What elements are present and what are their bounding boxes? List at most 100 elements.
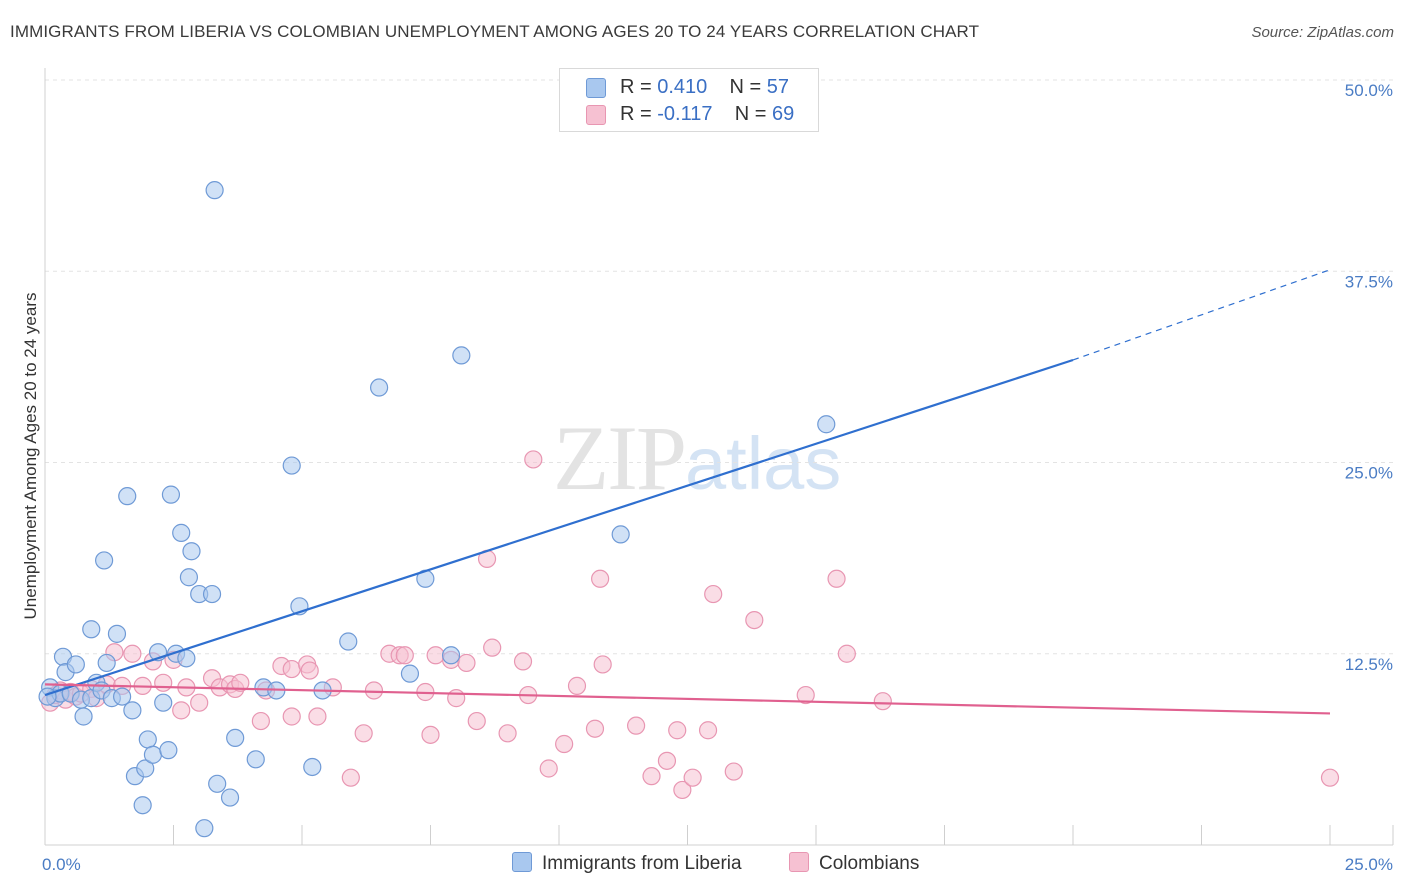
bottom-legend-swatch-colombian <box>789 852 809 872</box>
colombian-point <box>483 638 502 657</box>
liberia-point <box>107 624 127 643</box>
liberia-point <box>177 649 196 668</box>
y-tick-label: 50.0% <box>1345 81 1393 100</box>
liberia-point <box>817 415 836 434</box>
liberia-point <box>133 796 152 815</box>
liberia-point <box>611 525 630 544</box>
liberia-point <box>179 568 199 587</box>
liberia-point <box>282 456 301 475</box>
y-tick-label: 37.5% <box>1345 272 1393 291</box>
colombian-point <box>467 711 486 731</box>
colombian-point <box>657 751 677 770</box>
bottom-legend-colombian: Colombians <box>789 852 919 875</box>
colombian-point <box>341 768 360 787</box>
colombian-point <box>457 653 476 673</box>
colombian-point <box>555 734 574 754</box>
colombian-point <box>154 673 173 692</box>
liberia-point <box>208 774 227 793</box>
x-tick-label-end: 25.0% <box>1345 855 1393 874</box>
liberia-point <box>400 664 420 683</box>
liberia-point <box>202 584 222 604</box>
liberia-point <box>205 181 224 200</box>
colombian-point <box>539 759 558 778</box>
colombian-point <box>123 644 142 663</box>
colombian-point <box>567 676 587 695</box>
liberia-point <box>220 788 240 807</box>
liberia-point <box>246 750 265 769</box>
liberia-point <box>226 728 245 748</box>
liberia-point <box>38 687 57 706</box>
liberia-point <box>143 745 163 764</box>
liberia-trend-line <box>44 358 1074 697</box>
liberia-points <box>38 181 836 838</box>
liberia-point <box>182 542 201 561</box>
liberia-point <box>370 378 389 397</box>
source-note: Source: ZipAtlas.com <box>1251 24 1394 41</box>
legend-r-label: R = <box>620 103 652 125</box>
axis-labels: 12.5% 25.0% 37.5% 50.0% 0.0% 25.0% Unemploymen… <box>21 81 1393 874</box>
colombian-point <box>1320 768 1340 787</box>
bottom-legend-label-colombian: Colombians <box>819 853 920 874</box>
liberia-point <box>123 701 142 720</box>
correlation-legend: R = 0.410 N = 57 R = -0.117 N = 69 <box>559 68 819 132</box>
colombian-point <box>591 569 610 588</box>
legend-n-value-colombian: 69 <box>771 103 795 125</box>
colombian-point <box>626 716 646 735</box>
liberia-point <box>118 487 137 506</box>
liberia-point <box>97 653 116 673</box>
colombian-point <box>364 681 384 700</box>
colombian-point <box>498 724 517 743</box>
colombian-point <box>673 780 692 800</box>
liberia-point <box>339 632 358 651</box>
trend-lines <box>44 269 1331 715</box>
colombian-point <box>190 693 209 712</box>
colombian-point <box>172 701 191 720</box>
liberia-point <box>159 741 178 760</box>
liberia-point <box>441 646 461 665</box>
colombian-point <box>704 584 723 604</box>
colombian-point <box>698 721 718 740</box>
liberia-point <box>66 655 85 674</box>
colombian-point <box>300 661 319 680</box>
colombian-point <box>724 762 743 781</box>
liberia-point <box>452 346 471 365</box>
colombian-point <box>593 655 612 674</box>
x-tick-label-start: 0.0% <box>42 855 81 874</box>
colombian-point <box>683 768 702 787</box>
bottom-legend-liberia: Immigrants from Liberia <box>512 852 742 875</box>
colombian-point <box>421 725 440 744</box>
bottom-legend-swatch-liberia <box>512 852 532 872</box>
chart-title: IMMIGRANTS FROM LIBERIA VS COLOMBIAN UNE… <box>10 22 980 41</box>
liberia-point <box>138 730 157 749</box>
colombian-point <box>745 610 764 630</box>
y-axis-title: Unemployment Among Ages 20 to 24 years <box>21 293 40 620</box>
colombian-point <box>513 652 533 671</box>
liberia-point <box>303 757 322 777</box>
colombian-point <box>395 646 414 665</box>
liberia-point <box>136 759 155 778</box>
colombian-point <box>873 692 892 711</box>
colombian-point <box>827 569 846 588</box>
colombian-point <box>837 644 856 663</box>
colombian-point <box>585 719 605 738</box>
legend-r-label: R = <box>620 76 652 98</box>
colombian-point <box>282 707 301 726</box>
legend-swatch-colombian <box>586 105 606 125</box>
legend-swatch-liberia <box>586 78 606 98</box>
colombian-point <box>426 646 445 665</box>
liberia-point <box>161 485 181 504</box>
colombian-point <box>524 450 543 469</box>
colombian-point <box>308 707 327 726</box>
grid-lines <box>45 79 1393 655</box>
legend-r-value-colombian: -0.117 <box>657 103 713 125</box>
legend-r-value-liberia: 0.410 <box>657 76 708 98</box>
liberia-point <box>74 707 93 726</box>
legend-n-label: N = <box>734 103 767 125</box>
liberia-point <box>112 687 132 706</box>
axes <box>44 68 1394 846</box>
liberia-point <box>95 551 114 570</box>
colombian-point <box>642 767 661 786</box>
colombian-point <box>354 724 373 743</box>
watermark-atlas: atlas <box>685 422 842 505</box>
